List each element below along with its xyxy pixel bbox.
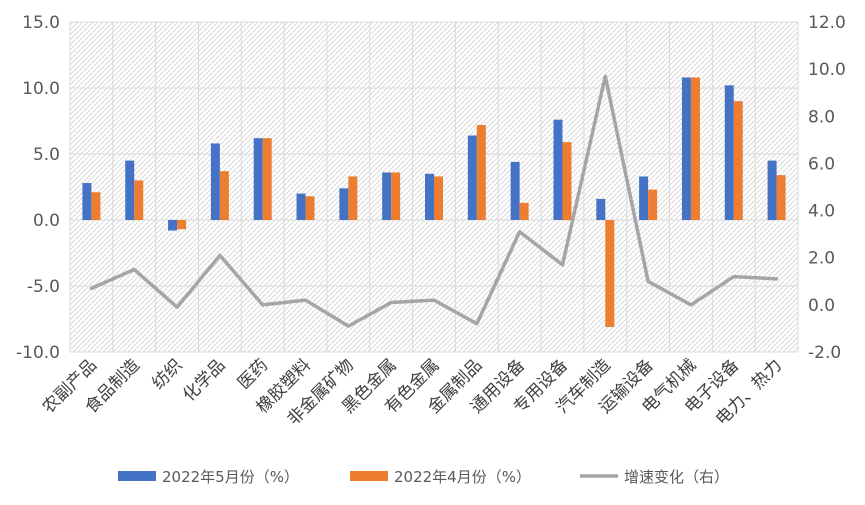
bar-may-12 bbox=[596, 198, 606, 220]
bar-april-5 bbox=[305, 196, 315, 220]
bar-april-15 bbox=[733, 101, 743, 220]
bar-april-6 bbox=[348, 176, 358, 220]
left-tick-label: 10.0 bbox=[22, 79, 60, 99]
bar-april-3 bbox=[219, 171, 229, 220]
bar-may-9 bbox=[467, 135, 477, 220]
legend: 2022年5月份（%） 2022年4月份（%） 增速变化（右） bbox=[118, 468, 729, 486]
left-tick-label: 0.0 bbox=[33, 211, 60, 231]
bars bbox=[82, 77, 786, 327]
bar-april-11 bbox=[562, 142, 572, 220]
bar-may-7 bbox=[382, 172, 392, 220]
left-axis-ticks: -10.0 -5.0 0.0 5.0 10.0 15.0 bbox=[16, 13, 60, 363]
bar-may-13 bbox=[639, 176, 649, 220]
bar-april-7 bbox=[391, 172, 401, 220]
bar-april-12 bbox=[605, 220, 615, 327]
bar-may-16 bbox=[767, 160, 777, 220]
change-line bbox=[89, 74, 779, 328]
bar-may-11 bbox=[553, 119, 563, 220]
bar-may-15 bbox=[724, 85, 734, 220]
bar-may-0 bbox=[82, 183, 92, 220]
right-tick-label: -2.0 bbox=[808, 343, 841, 363]
right-axis-ticks: -2.0 0.0 2.0 4.0 6.0 8.0 10.0 12.0 bbox=[808, 13, 846, 363]
bar-april-2 bbox=[177, 220, 187, 230]
bar-may-8 bbox=[425, 173, 434, 220]
legend-swatch bbox=[118, 471, 156, 481]
legend-label: 2022年4月份（%） bbox=[394, 468, 531, 486]
left-tick-label: 15.0 bbox=[22, 13, 60, 33]
left-tick-label: -10.0 bbox=[16, 343, 60, 363]
bar-april-0 bbox=[91, 192, 101, 220]
bar-may-5 bbox=[296, 193, 306, 220]
bar-april-13 bbox=[648, 189, 658, 220]
right-tick-label: 0.0 bbox=[808, 296, 835, 316]
bar-may-2 bbox=[168, 220, 178, 231]
right-tick-label: 2.0 bbox=[808, 249, 835, 269]
bar-may-14 bbox=[681, 77, 691, 220]
bar-may-3 bbox=[210, 143, 220, 220]
bar-may-6 bbox=[339, 188, 349, 220]
bar-april-14 bbox=[690, 77, 700, 220]
bar-april-1 bbox=[134, 180, 144, 220]
right-tick-label: 8.0 bbox=[808, 107, 835, 127]
category-label: 化学品 bbox=[179, 355, 229, 405]
legend-label: 增速变化（右） bbox=[624, 468, 729, 486]
left-tick-label: 5.0 bbox=[33, 145, 60, 165]
right-tick-label: 10.0 bbox=[808, 60, 846, 80]
bar-april-9 bbox=[476, 124, 486, 220]
bar-may-1 bbox=[125, 160, 135, 220]
right-tick-label: 4.0 bbox=[808, 202, 835, 222]
bar-april-4 bbox=[262, 138, 272, 220]
bar-april-10 bbox=[519, 202, 529, 220]
bar-may-4 bbox=[253, 138, 263, 220]
legend-label: 2022年5月份（%） bbox=[162, 468, 299, 486]
bar-may-10 bbox=[510, 161, 520, 220]
left-tick-label: -5.0 bbox=[27, 277, 60, 297]
bar-april-8 bbox=[434, 176, 443, 220]
bar-april-16 bbox=[776, 175, 786, 220]
right-tick-label: 6.0 bbox=[808, 154, 835, 174]
change-series-line bbox=[89, 74, 779, 328]
right-tick-label: 12.0 bbox=[808, 13, 846, 33]
category-label: 医药 bbox=[234, 355, 272, 393]
legend-swatch bbox=[350, 471, 388, 481]
category-label: 纺织 bbox=[148, 355, 186, 393]
